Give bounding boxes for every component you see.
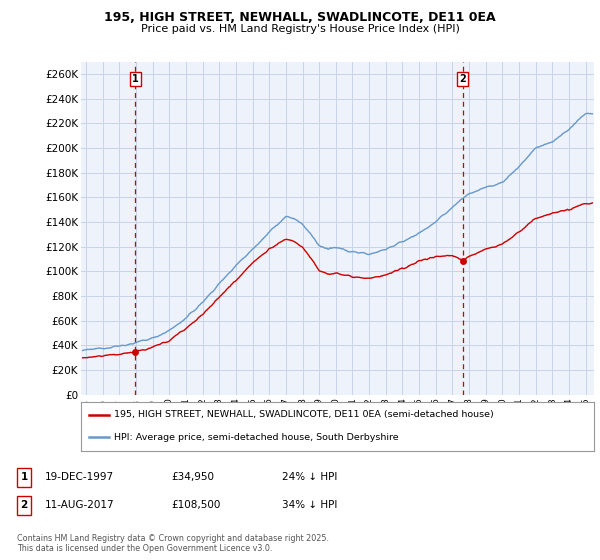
Text: Contains HM Land Registry data © Crown copyright and database right 2025.
This d: Contains HM Land Registry data © Crown c…: [17, 534, 329, 553]
Text: £108,500: £108,500: [171, 500, 220, 510]
Text: 34% ↓ HPI: 34% ↓ HPI: [282, 500, 337, 510]
Text: 2: 2: [459, 74, 466, 84]
Text: 1: 1: [132, 74, 139, 84]
Text: HPI: Average price, semi-detached house, South Derbyshire: HPI: Average price, semi-detached house,…: [115, 433, 399, 442]
Text: 11-AUG-2017: 11-AUG-2017: [45, 500, 115, 510]
Text: 24% ↓ HPI: 24% ↓ HPI: [282, 472, 337, 482]
Text: 195, HIGH STREET, NEWHALL, SWADLINCOTE, DE11 0EA (semi-detached house): 195, HIGH STREET, NEWHALL, SWADLINCOTE, …: [115, 410, 494, 419]
Text: 1: 1: [20, 472, 28, 482]
Text: 195, HIGH STREET, NEWHALL, SWADLINCOTE, DE11 0EA: 195, HIGH STREET, NEWHALL, SWADLINCOTE, …: [104, 11, 496, 24]
Text: Price paid vs. HM Land Registry's House Price Index (HPI): Price paid vs. HM Land Registry's House …: [140, 24, 460, 34]
Text: £34,950: £34,950: [171, 472, 214, 482]
Text: 2: 2: [20, 500, 28, 510]
Text: 19-DEC-1997: 19-DEC-1997: [45, 472, 114, 482]
